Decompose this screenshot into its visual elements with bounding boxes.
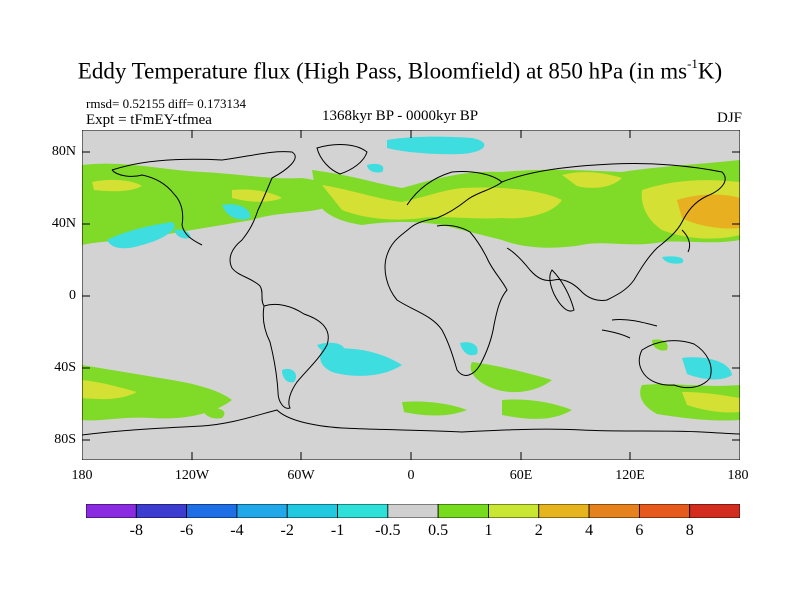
colorbar-swatch <box>588 504 640 518</box>
axis-ticks <box>82 130 740 460</box>
colorbar-label: 1 <box>484 522 493 539</box>
lon-label-60e: 60E <box>509 468 533 483</box>
lat-label-40s: 40S <box>54 360 76 375</box>
colorbar-label: 4 <box>585 522 594 539</box>
colorbar-label: 8 <box>685 522 694 539</box>
colorbar-swatch <box>186 504 238 518</box>
colorbar-swatch <box>135 504 188 518</box>
lat-label-80n: 80N <box>51 144 76 159</box>
lon-label-120e: 120E <box>615 468 645 483</box>
positive-flux-regions <box>82 160 740 421</box>
colorbar-swatch <box>286 504 338 518</box>
world-map <box>82 130 740 460</box>
colorbar-label: -0.5 <box>375 522 401 539</box>
colorbar-label: -8 <box>129 522 143 539</box>
lon-label-0: 0 <box>407 468 415 483</box>
lon-label-180-left: 180 <box>71 468 93 483</box>
colorbar-swatch <box>236 504 288 518</box>
colorbar-label: 6 <box>635 522 644 539</box>
lat-label-0: 0 <box>69 288 76 303</box>
colorbar-label: 2 <box>534 522 543 539</box>
coastlines <box>82 144 740 436</box>
colorbar-swatch <box>538 504 590 518</box>
colorbar-label: -1 <box>330 522 345 539</box>
colorbar-swatch <box>387 504 439 518</box>
lat-label-80s: 80S <box>54 432 76 447</box>
colorbar-swatch <box>437 504 489 518</box>
colorbar-label: -6 <box>179 522 194 539</box>
lon-label-120w: 120W <box>174 468 210 483</box>
colorbar-swatch <box>86 504 137 518</box>
experiment-label: Expt = tFmEY-tfmea <box>86 112 212 128</box>
negative-flux-regions <box>107 136 732 419</box>
lon-label-180-right: 180 <box>727 468 749 483</box>
colorbar-swatch <box>638 504 691 518</box>
colorbar-label: 0.5 <box>428 522 449 539</box>
colorbar-label: -4 <box>230 522 244 539</box>
lon-label-60w: 60W <box>287 468 315 483</box>
period-label: 1368kyr BP - 0000kyr BP <box>321 108 479 124</box>
colorbar-swatch <box>337 504 389 518</box>
colorbar-swatch <box>689 504 740 518</box>
rmsd-diff-text: rmsd= 0.52155 diff= 0.173134 <box>86 96 246 111</box>
season-label: DJF <box>716 110 742 126</box>
colorbar-swatch <box>488 504 540 518</box>
colorbar-label: -2 <box>280 522 294 539</box>
colorbar <box>86 504 740 518</box>
map-title: Eddy Temperature flux (High Pass, Bloomf… <box>77 56 723 84</box>
lat-label-40n: 40N <box>51 216 76 231</box>
